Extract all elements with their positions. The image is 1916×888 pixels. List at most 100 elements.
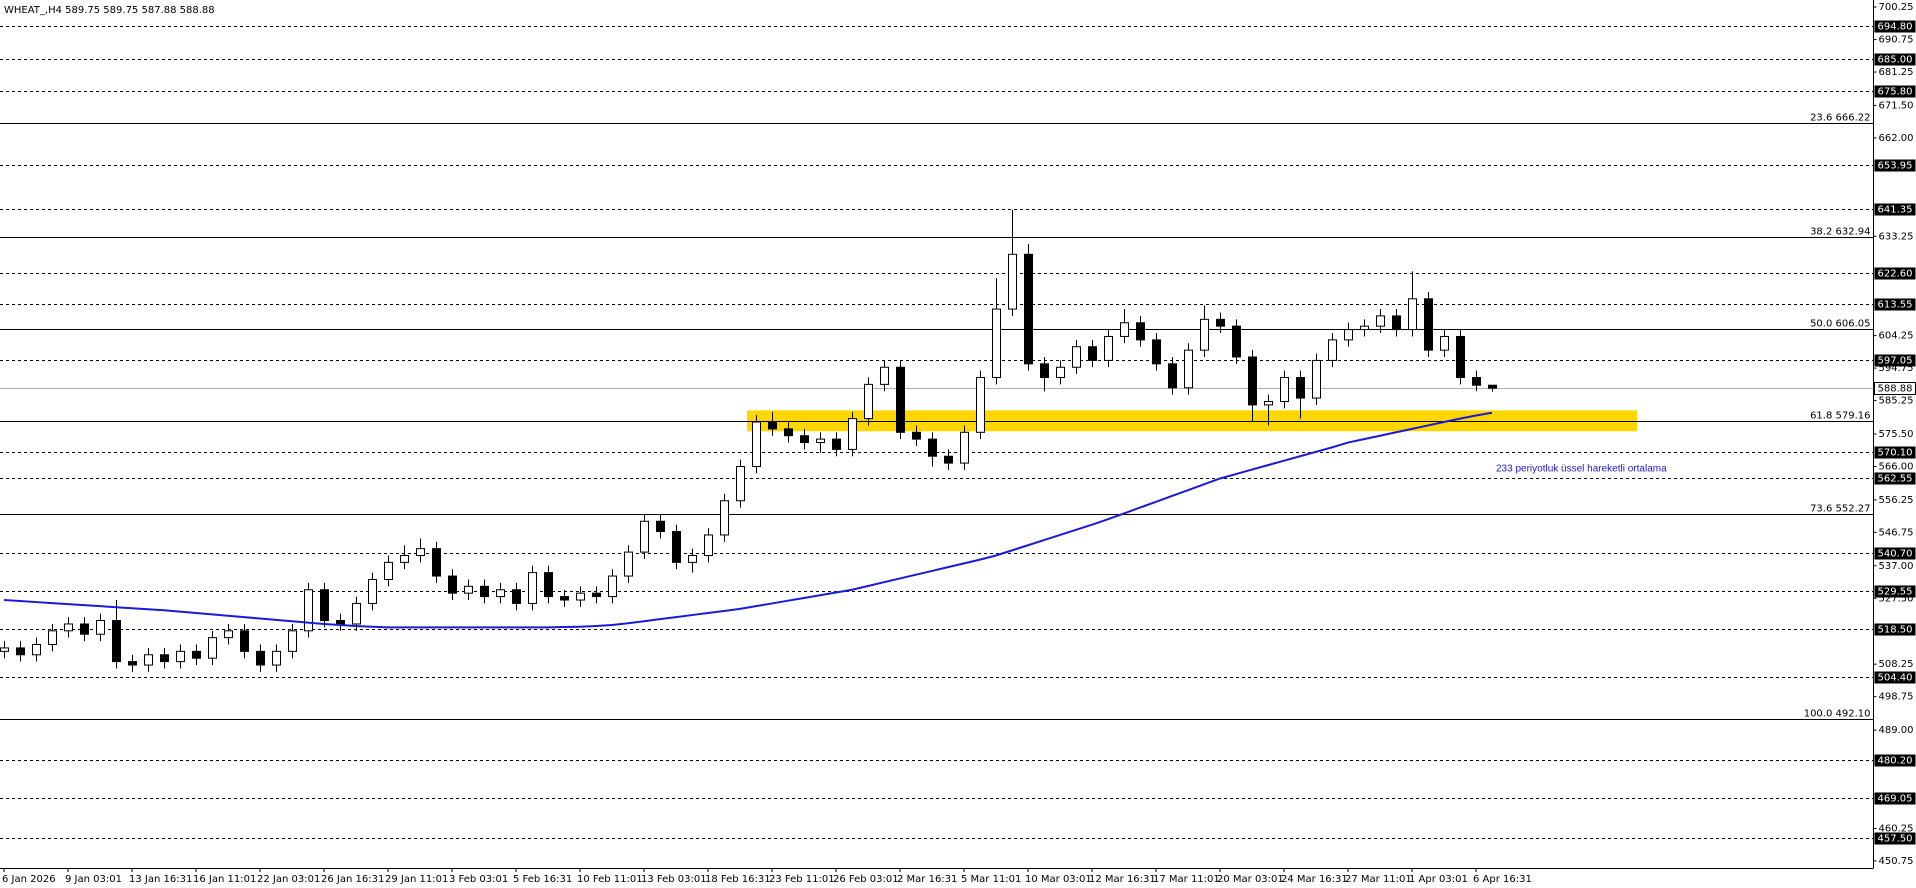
candle-body: [720, 500, 729, 536]
candle-body: [832, 438, 841, 450]
x-tick-label: 6 Jan 2026: [2, 874, 56, 885]
candle-body: [912, 431, 921, 440]
candle-body: [864, 383, 873, 420]
candle-body: [96, 620, 105, 635]
candle-body: [1248, 356, 1257, 406]
candle-body: [1216, 318, 1225, 327]
candle-body: [1312, 359, 1321, 399]
candle-body: [256, 650, 265, 666]
y-tick-label: 604.25: [1879, 331, 1914, 342]
level-label: 613.55: [1878, 300, 1913, 311]
fib-label: 38.2 632.94: [1810, 227, 1870, 238]
x-tick-label: 2 Mar 16:31: [897, 874, 957, 885]
candle-body: [640, 520, 649, 553]
candle-body: [736, 466, 745, 502]
candle-body: [800, 435, 809, 444]
candle-body: [144, 654, 153, 666]
fib-label: 50.0 606.05: [1810, 319, 1870, 330]
y-tick-label: 690.75: [1879, 35, 1914, 46]
candle-body: [1408, 298, 1417, 331]
level-label: 469.05: [1878, 794, 1913, 805]
fib-label: 100.0 492.10: [1804, 709, 1871, 720]
level-label: 675.80: [1878, 87, 1913, 98]
candle-body: [368, 578, 377, 604]
candle-body: [416, 548, 425, 557]
candle-body: [32, 644, 41, 656]
candle-body: [1232, 325, 1241, 358]
x-tick-label: 22 Jan 03:01: [257, 874, 320, 885]
y-tick-label: 681.25: [1879, 67, 1914, 78]
candle-body: [960, 431, 969, 464]
x-tick-label: 1 Apr 03:01: [1409, 874, 1468, 885]
candle-body: [976, 377, 985, 433]
y-tick-label: 662.00: [1879, 133, 1914, 144]
candle-body: [656, 520, 665, 533]
x-tick-label: 18 Feb 16:31: [705, 874, 771, 885]
candle-body: [1280, 377, 1289, 402]
level-label: 562.55: [1878, 474, 1913, 485]
level-label-box: [1874, 832, 1916, 845]
candle-body: [688, 555, 697, 563]
level-label: 529.55: [1878, 587, 1913, 598]
candle-body: [928, 438, 937, 457]
level-label: 457.50: [1878, 834, 1913, 845]
level-label: 653.95: [1878, 161, 1913, 172]
candle-body: [1376, 315, 1385, 327]
candle-body: [1168, 363, 1177, 389]
level-label: 622.60: [1878, 269, 1913, 280]
candle-body: [224, 630, 233, 639]
level-label-box: [1874, 20, 1916, 33]
y-tick-label: 556.25: [1879, 495, 1914, 506]
x-tick-label: 12 Mar 16:31: [1089, 874, 1156, 885]
y-tick-label: 671.50: [1879, 100, 1914, 111]
level-label-box: [1874, 159, 1916, 172]
candle-body: [16, 647, 25, 656]
x-tick-label: 29 Jan 11:01: [385, 874, 448, 885]
candle-body: [1440, 335, 1449, 351]
candle-body: [1392, 315, 1401, 331]
x-tick-label: 10 Feb 11:01: [577, 874, 643, 885]
candle-body: [0, 647, 9, 652]
candle-body: [1360, 325, 1369, 331]
level-label-box: [1874, 354, 1916, 367]
candle-body: [1136, 322, 1145, 341]
candle-body: [1296, 377, 1305, 399]
candle-body: [1024, 253, 1033, 365]
candle-body: [1008, 253, 1017, 310]
y-tick-label: 700.25: [1879, 2, 1914, 13]
candle-body: [576, 592, 585, 601]
candle-body: [320, 589, 329, 622]
x-tick-label: 26 Jan 16:31: [321, 874, 384, 885]
candle-body: [1488, 384, 1497, 389]
candle-body: [624, 551, 633, 577]
level-label-box: [1874, 267, 1916, 280]
level-label: 518.50: [1878, 625, 1913, 636]
candle-body: [240, 630, 249, 652]
x-tick-label: 10 Mar 03:01: [1025, 874, 1092, 885]
candle-body: [592, 592, 601, 598]
candle-body: [448, 575, 457, 594]
candle-body: [112, 620, 121, 663]
y-tick-label: 527.50: [1879, 593, 1914, 604]
level-label-box: [1874, 671, 1916, 684]
level-label-box: [1874, 298, 1916, 311]
y-tick-label: 594.75: [1879, 363, 1914, 374]
level-label: 694.80: [1878, 22, 1913, 33]
candle-body: [992, 308, 1001, 379]
candle-body: [1424, 298, 1433, 351]
candle-body: [336, 620, 345, 625]
candle-body: [480, 585, 489, 598]
candle-body: [208, 637, 217, 659]
candle-body: [1184, 349, 1193, 389]
fib-label: 73.6 552.27: [1810, 504, 1870, 515]
candle-body: [384, 561, 393, 580]
level-label: 504.40: [1878, 673, 1913, 684]
level-label-box: [1874, 585, 1916, 598]
level-label-box: [1874, 472, 1916, 485]
candle-body: [512, 589, 521, 604]
x-tick-label: 16 Jan 11:01: [193, 874, 256, 885]
level-label: 540.70: [1878, 549, 1913, 560]
level-label-box: [1874, 85, 1916, 98]
